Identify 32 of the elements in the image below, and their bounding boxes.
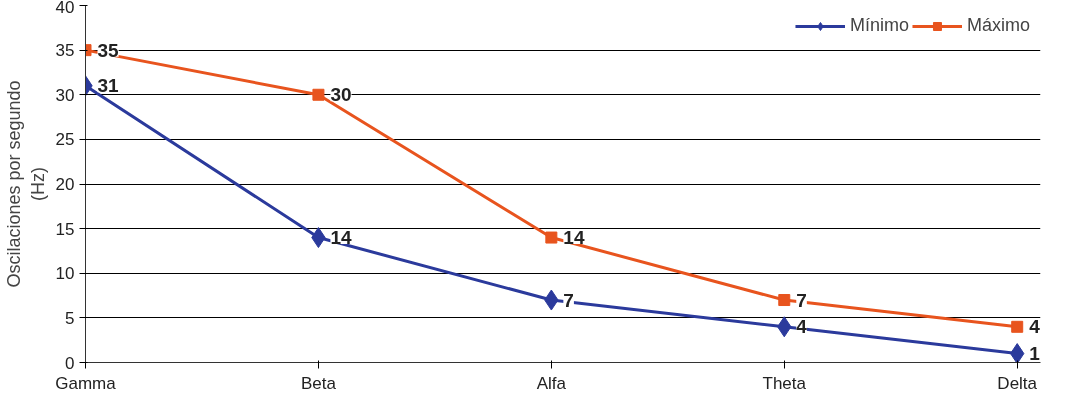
y-tick-label: 20	[55, 175, 75, 194]
y-tick-label: 25	[55, 130, 75, 150]
x-tick-label: Delta	[997, 373, 1038, 393]
data-label: 14	[563, 227, 585, 249]
y-tick-label: 0	[65, 353, 75, 373]
data-label: 7	[563, 289, 574, 311]
y-tick-label: 35	[55, 41, 75, 61]
y-tick-label: 15	[55, 219, 75, 239]
x-tick-label: Theta	[762, 373, 807, 393]
data-label: 31	[97, 75, 120, 97]
point	[312, 88, 325, 101]
legend-label: Máximo	[966, 15, 1030, 36]
y-axis-title: Oscilaciones por segundo (Hz)	[3, 80, 48, 288]
point	[545, 231, 558, 244]
y-tick-label: 5	[65, 308, 75, 328]
data-label: 1	[1029, 343, 1041, 365]
x-tick-label: Gamma	[55, 373, 117, 393]
data-label: 4	[1029, 316, 1041, 338]
data-label: 4	[796, 316, 808, 338]
point	[1011, 320, 1024, 333]
data-label: 35	[97, 39, 120, 61]
legend-label: Mínimo	[849, 15, 909, 36]
point	[1010, 343, 1025, 363]
data-label: 14	[330, 227, 352, 249]
data-label: 30	[330, 84, 352, 106]
data-label: 7	[796, 289, 807, 311]
point	[778, 294, 791, 307]
y-tick-label: 40	[55, 0, 75, 17]
x-tick-label: Alfa	[536, 373, 567, 393]
y-tick-label: 10	[55, 264, 75, 284]
x-tick-label: Beta	[300, 373, 337, 393]
y-tick-label: 30	[55, 85, 75, 105]
